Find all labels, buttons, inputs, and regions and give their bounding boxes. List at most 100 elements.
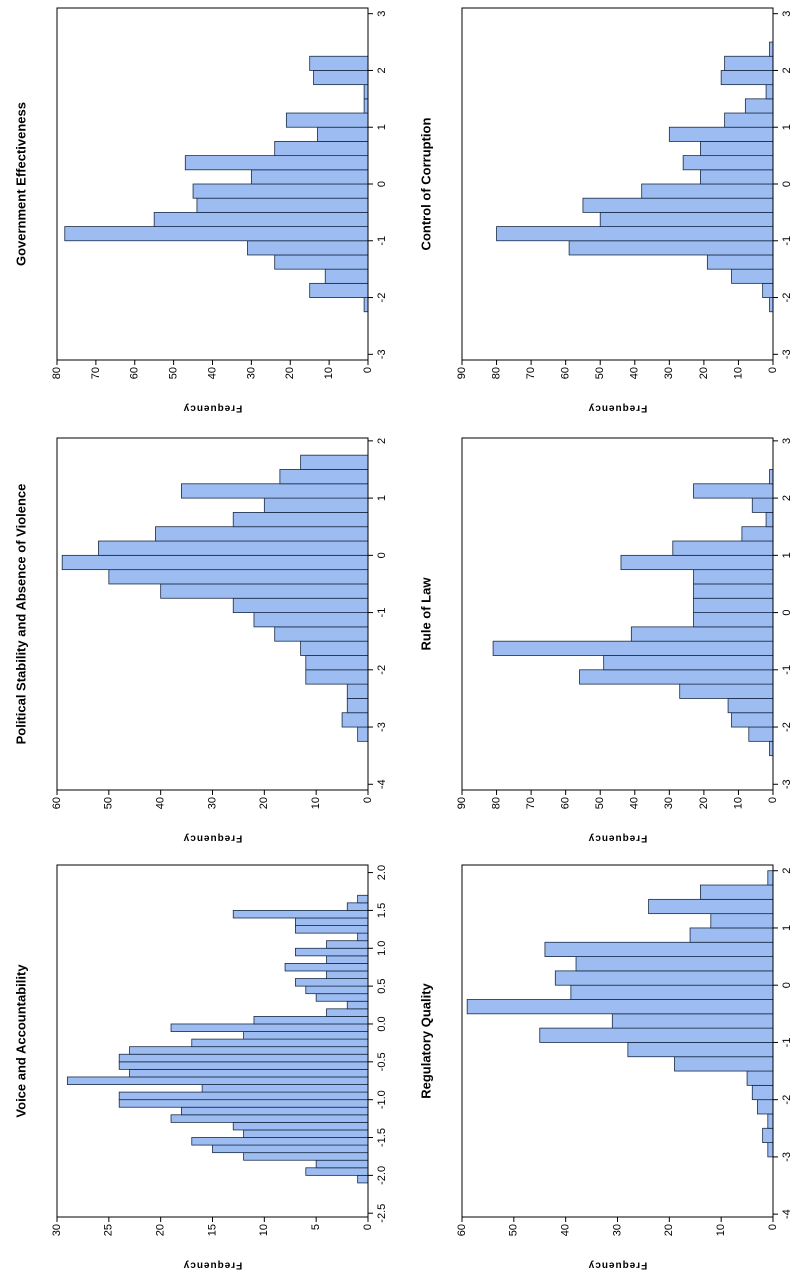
- bar: [66, 1076, 369, 1085]
- y-tick-label: 40: [206, 367, 218, 379]
- x-tick-label: 1.5: [376, 903, 388, 918]
- bar: [672, 540, 774, 556]
- bar: [744, 98, 774, 114]
- y-tick-label: 10: [323, 367, 335, 379]
- bar: [767, 1113, 774, 1129]
- bar: [357, 1174, 369, 1184]
- x-tick-label: -3: [376, 722, 388, 732]
- bar: [212, 1144, 369, 1154]
- y-tick-label: 50: [103, 797, 115, 809]
- bar: [279, 469, 369, 485]
- bar: [641, 183, 774, 199]
- y-tick-label: 50: [594, 797, 606, 809]
- bar: [300, 640, 369, 656]
- bar: [700, 884, 774, 900]
- x-tick-label: 0: [781, 610, 793, 616]
- bar: [689, 927, 774, 943]
- bar: [346, 698, 369, 714]
- y-tick-label: 60: [456, 1224, 468, 1236]
- y-tick-label: 40: [629, 797, 641, 809]
- x-tick-label: 0: [781, 982, 793, 988]
- bar: [603, 655, 774, 671]
- x-tick-label: 0.0: [376, 1016, 388, 1031]
- x-tick-label: -2: [376, 293, 388, 303]
- x-tick-label: -4: [781, 1209, 793, 1219]
- histogram-panel: 0 10 20 30 40 50 60 70 80 90 -3 -2 -1 0 1 2 3 Control of …: [418, 7, 793, 413]
- y-axis-label: Frequency: [588, 402, 648, 413]
- x-tick-label: 0: [376, 552, 388, 558]
- histogram-panel: 0 10 20 30 40 50 60 -4 -3 -2 -1 0 1 2 Regulatory Quali…: [418, 864, 793, 1270]
- bar: [741, 526, 774, 542]
- x-tick-label: -0.5: [376, 1052, 388, 1071]
- bar: [762, 1127, 774, 1143]
- bar: [751, 1084, 774, 1101]
- bar: [700, 169, 774, 185]
- bar: [284, 963, 369, 972]
- y-tick-label: 20: [663, 1224, 675, 1236]
- x-tick-label: -3: [781, 349, 793, 359]
- x-tick-label: 3: [376, 11, 388, 17]
- bar: [243, 1129, 369, 1138]
- y-tick-label: 40: [560, 1224, 572, 1236]
- x-tick-label: 3: [781, 11, 793, 17]
- y-tick-label: 90: [456, 367, 468, 379]
- histogram-panel: 0 5 10 15 20 25 30 -2.5 -2.0 -1.5 -1.0 -0.5 0.0 0.5 1.…: [13, 864, 388, 1270]
- y-tick-label: 10: [258, 1224, 270, 1236]
- bar: [170, 1023, 369, 1032]
- y-tick-label: 50: [168, 367, 180, 379]
- bar: [274, 626, 369, 642]
- bar: [309, 55, 369, 71]
- y-tick-label: 30: [663, 367, 675, 379]
- y-tick-label: 60: [560, 797, 572, 809]
- y-tick-label: 20: [284, 367, 296, 379]
- x-tick-label: -4: [376, 779, 388, 789]
- bar: [724, 112, 774, 128]
- bar: [769, 469, 774, 485]
- y-tick-label: 15: [206, 1224, 218, 1236]
- bar: [313, 70, 369, 86]
- x-tick-label: 1: [781, 552, 793, 558]
- bar: [539, 1027, 774, 1043]
- y-tick-label: 0: [767, 1224, 779, 1230]
- bar: [180, 483, 369, 499]
- histogram-panel: 0 10 20 30 40 50 60 -4 -3 -2 -1 0 1 2 Political Stabil…: [13, 437, 388, 843]
- bar: [155, 526, 369, 542]
- x-tick-label: 3: [781, 438, 793, 444]
- y-tick-label: 20: [258, 797, 270, 809]
- bar: [201, 1084, 369, 1093]
- y-tick-label: 0: [362, 367, 374, 373]
- x-tick-label: -1: [376, 236, 388, 246]
- y-tick-label: 90: [456, 797, 468, 809]
- y-tick-label: 80: [490, 367, 502, 379]
- x-tick-label: 1.0: [376, 941, 388, 956]
- bar: [326, 940, 369, 949]
- bar: [769, 41, 774, 57]
- bar: [129, 1046, 369, 1055]
- y-tick-label: 30: [206, 797, 218, 809]
- bar: [153, 211, 369, 227]
- histogram-panel: 0 10 20 30 40 50 60 70 80 90 -3 -2 -1 0 1 2 3 Rule of Law…: [418, 437, 793, 843]
- y-tick-label: 10: [715, 1224, 727, 1236]
- bar: [300, 454, 369, 470]
- bar: [232, 910, 369, 919]
- chart-title: Rule of Law: [418, 577, 433, 651]
- y-axis-label: Frequency: [183, 1259, 243, 1270]
- bar: [243, 1152, 369, 1161]
- bar: [295, 978, 369, 987]
- bar: [700, 141, 774, 157]
- x-tick-label: 0: [376, 181, 388, 187]
- y-tick-label: 0: [362, 797, 374, 803]
- bar: [191, 1137, 369, 1146]
- y-tick-label: 0: [767, 367, 779, 373]
- x-tick-label: 0.5: [376, 978, 388, 993]
- y-tick-label: 20: [698, 797, 710, 809]
- bar: [118, 1091, 369, 1101]
- bar: [492, 640, 774, 656]
- y-tick-label: 30: [245, 367, 257, 379]
- chart-title: Control of Corruption: [418, 118, 433, 251]
- bar: [108, 569, 369, 585]
- bar: [679, 683, 774, 699]
- bar: [767, 1142, 774, 1158]
- bar: [731, 712, 774, 728]
